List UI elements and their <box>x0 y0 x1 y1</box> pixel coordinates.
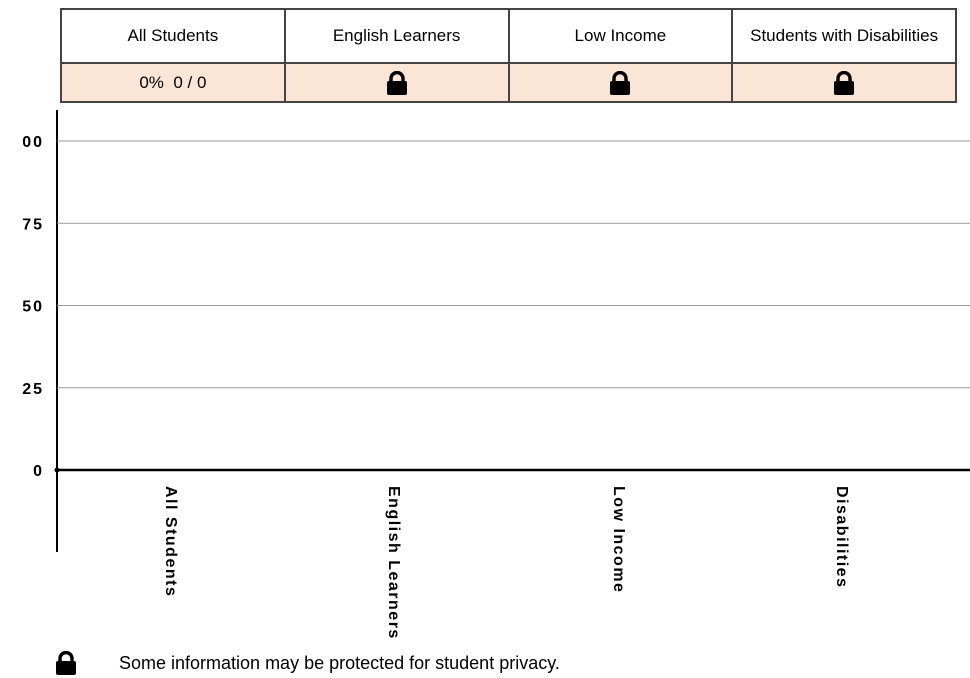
value-all-students: 0% 0 / 0 <box>60 62 286 103</box>
x-category-label: All Students <box>162 486 179 597</box>
axis-origin-dot <box>54 467 60 473</box>
y-tick-label: 00 <box>22 134 44 151</box>
summary-table: All Students English Learners Low Income… <box>60 8 957 103</box>
x-category-label: Disabilities <box>833 486 850 588</box>
value-all-students-text: 0% 0 / 0 <box>139 72 207 92</box>
lock-icon <box>609 70 631 95</box>
y-tick-label: 25 <box>22 381 44 398</box>
y-tick-label: 0 <box>33 463 44 480</box>
y-tick-label: 50 <box>22 299 44 316</box>
lock-icon <box>833 70 855 95</box>
x-category-labels: All Students English Learners Low Income Di… <box>162 486 850 640</box>
header-english-learners: English Learners <box>283 8 510 64</box>
privacy-note-text: Some information may be protected for st… <box>119 652 560 673</box>
header-all-students: All Students <box>60 8 286 64</box>
x-category-label: English Learners <box>385 486 402 640</box>
y-tick-labels: 0 25 50 75 00 <box>22 134 44 480</box>
header-students-with-disabilities: Students with Disabilities <box>731 8 957 64</box>
x-category-label: Low Income <box>610 486 627 593</box>
value-low-income <box>507 62 734 103</box>
value-students-with-disabilities <box>731 62 957 103</box>
privacy-note: Some information may be protected for st… <box>55 650 560 676</box>
value-row: 0% 0 / 0 <box>60 62 957 103</box>
lock-icon <box>55 650 77 675</box>
y-tick-label: 75 <box>22 216 44 233</box>
lock-icon <box>386 70 408 95</box>
value-english-learners <box>283 62 510 103</box>
header-low-income: Low Income <box>507 8 734 64</box>
grid-lines <box>54 140 970 473</box>
header-row: All Students English Learners Low Income… <box>60 8 957 64</box>
